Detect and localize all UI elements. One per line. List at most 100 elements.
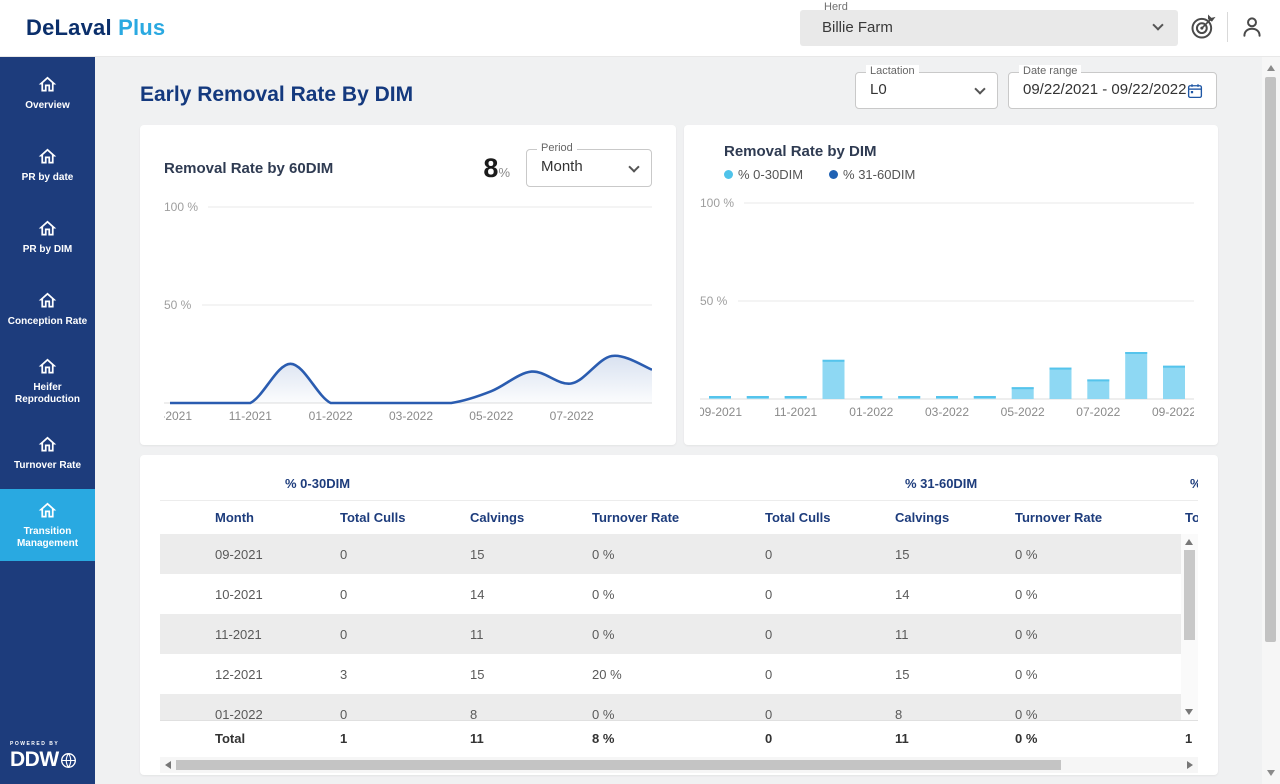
table-cell: 09-2021 [215, 546, 263, 562]
ddw-brand: DDW [10, 748, 95, 772]
scroll-up-arrow[interactable] [1185, 539, 1193, 545]
table-cell: 0 % [1015, 706, 1038, 721]
sidebar-item-overview[interactable]: Overview [0, 57, 95, 129]
table-cell: 11-2021 [215, 626, 262, 642]
target-goal-icon[interactable] [1189, 13, 1217, 41]
period-label: Period [537, 142, 577, 154]
table-cell: 0 [340, 626, 348, 642]
x-tick-label: 07-2022 [550, 409, 594, 423]
scroll-left-arrow[interactable] [165, 760, 171, 769]
total-cell: 0 % [1015, 720, 1185, 757]
table-cell: 0 % [1015, 546, 1038, 562]
logo-primary: DeLaval [26, 15, 112, 40]
herd-select[interactable]: Billie Farm [800, 10, 1178, 46]
table-cell: 15 [895, 546, 910, 562]
user-account-icon[interactable] [1238, 13, 1266, 41]
main-content: Early Removal Rate By DIM Lactation L0 D… [95, 57, 1262, 784]
sidebar-item-pr-by-date[interactable]: PR by date [0, 129, 95, 201]
bar-cap [1125, 352, 1148, 354]
lactation-label: Lactation [866, 65, 919, 77]
scroll-up-arrow[interactable] [1267, 65, 1275, 71]
bar [1049, 367, 1072, 399]
column-header: To [1185, 510, 1198, 525]
lactation-value: L0 [870, 81, 887, 98]
area-line-chart: 100 % 50 % 09-2021 11-2021 01-2022 03-2022 05-… [164, 200, 652, 423]
period-select[interactable]: Period Month [526, 142, 652, 187]
column-header: Total Culls [765, 510, 831, 525]
home-icon [38, 502, 57, 518]
scrollbar-thumb[interactable] [1265, 77, 1276, 642]
x-tick-label: 09-2021 [164, 409, 192, 423]
table-cell: 0 [340, 706, 348, 721]
table-cell: 8 [895, 706, 903, 721]
sidebar-item-turnover-rate[interactable]: Turnover Rate [0, 417, 95, 489]
date-range-value: 09/22/2021 - 09/22/2022 [1023, 81, 1187, 98]
sidebar-nav: Overview PR by date PR by DIM Conception Ra… [0, 57, 95, 784]
column-header: Calvings [470, 510, 525, 525]
scrollbar-thumb[interactable] [176, 759, 1061, 770]
column-header: Turnover Rate [592, 510, 680, 525]
bar [1125, 352, 1148, 399]
scroll-down-arrow[interactable] [1185, 709, 1193, 715]
bar-cap [936, 396, 958, 398]
lactation-select[interactable]: Lactation L0 [855, 65, 998, 109]
table-vertical-scrollbar[interactable] [1181, 534, 1198, 720]
removal-table-card: % 0-30DIM % 31-60DIM% Month Total Culls Cal… [140, 455, 1218, 775]
bar-cap [746, 396, 769, 398]
total-cell: 11 [470, 720, 592, 757]
table-body: 09-2021 0 15 0 % 0 15 0 % 10-2021 0 14 0 % 0 14 0 % 11… [160, 534, 1198, 720]
table-horizontal-scrollbar[interactable] [160, 756, 1198, 773]
bar-cap [860, 396, 883, 398]
legend-dot-icon [724, 170, 733, 179]
table-cell: 0 [340, 546, 348, 562]
x-tick-label: 03-2022 [389, 409, 433, 423]
table-cell: 0 [765, 586, 773, 602]
table-cell: 3 [340, 666, 348, 682]
table-cell: 11 [470, 626, 484, 642]
bar-cap [1049, 367, 1072, 370]
bar-chart-title: Removal Rate by DIM [724, 143, 877, 160]
period-value: Month [541, 158, 583, 175]
table-total: Total 1 11 8 % 0 11 0 % 1 [160, 720, 1198, 757]
home-icon [38, 220, 57, 236]
sidebar-item-conception-rate[interactable]: Conception Rate [0, 273, 95, 345]
table-cell: 15 [470, 546, 485, 562]
sidebar-item-pr-by-dim[interactable]: PR by DIM [0, 201, 95, 273]
y-tick-label: 100 % [164, 200, 198, 214]
table-group-headers: % 0-30DIM % 31-60DIM% [160, 465, 1198, 501]
x-tick-label: 05-2022 [1001, 405, 1045, 419]
scroll-right-arrow[interactable] [1187, 760, 1193, 769]
bar [1011, 387, 1034, 399]
table-cell: 0 % [1015, 666, 1038, 682]
bar [1087, 379, 1110, 399]
sidebar-item-heifer-reproduction[interactable]: Heifer Reproduction [0, 345, 95, 417]
date-range-label: Date range [1019, 65, 1082, 77]
bar-cap [1011, 387, 1034, 390]
column-header: Total Culls [340, 510, 406, 525]
bar-cap [709, 396, 731, 398]
sidebar-item-transition-management[interactable]: Transition Management [0, 489, 95, 561]
sidebar-item-label: PR by date [21, 172, 74, 183]
column-header: Turnover Rate [1015, 510, 1103, 525]
scroll-down-arrow[interactable] [1267, 770, 1275, 776]
bar-cap [1087, 379, 1110, 382]
x-tick-label: 03-2022 [925, 405, 969, 419]
app-logo: DeLaval Plus [26, 15, 165, 41]
home-icon [38, 436, 57, 452]
bar [822, 359, 845, 399]
table-cell: 0 [340, 586, 348, 602]
sidebar-item-label: Heifer Reproduction [15, 382, 80, 405]
page-vertical-scrollbar[interactable] [1262, 57, 1280, 784]
globe-icon [60, 752, 76, 768]
bar-cap [898, 396, 921, 398]
table-cell: 0 [765, 706, 773, 721]
table-rows: 09-2021 0 15 0 % 0 15 0 % 10-2021 0 14 0 % 0 14 0 % 11… [160, 534, 1198, 720]
scrollbar-thumb[interactable] [1184, 550, 1195, 640]
date-range-field[interactable]: Date range 09/22/2021 - 09/22/2022 [1008, 65, 1217, 109]
table-cell: 14 [895, 586, 910, 602]
table-row: 10-2021 0 14 0 % 0 14 0 % [160, 574, 1198, 614]
total-cell: 1 [340, 720, 470, 757]
home-icon [38, 148, 57, 164]
table-cell: 0 [765, 666, 773, 682]
kpi-unit: % [498, 164, 510, 180]
